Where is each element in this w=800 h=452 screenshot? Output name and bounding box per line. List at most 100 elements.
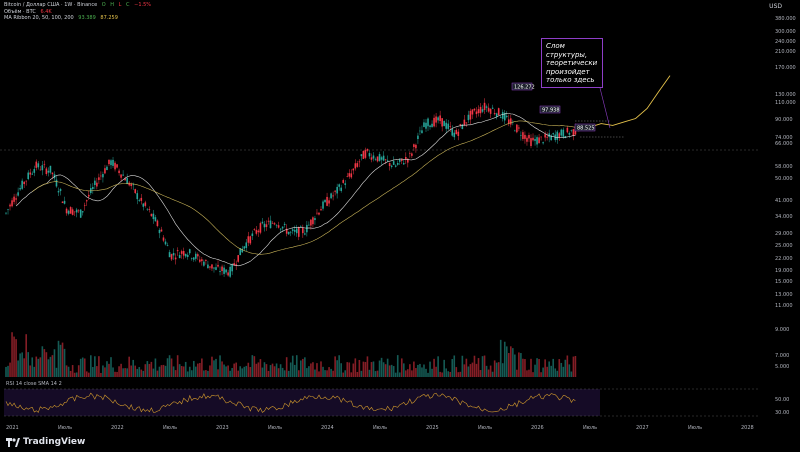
volume-bar	[197, 363, 199, 377]
candle-body	[402, 163, 405, 165]
volume-bar	[83, 358, 86, 377]
candle-body	[267, 220, 270, 222]
candle-body	[85, 200, 88, 202]
candle-body	[501, 112, 504, 119]
volume-bar	[257, 362, 260, 377]
volume-bar	[267, 370, 270, 377]
candle-body	[447, 123, 450, 129]
candle-body	[384, 159, 387, 160]
candle-body	[425, 122, 427, 129]
candle-body	[233, 263, 235, 266]
volume-bar	[461, 355, 464, 377]
candle-body	[19, 188, 21, 190]
volume-bar	[279, 364, 282, 377]
volume-label[interactable]: Объём · BTC	[4, 9, 36, 15]
candle-body	[114, 162, 116, 170]
volume-bar	[102, 365, 104, 377]
candle-body	[273, 223, 276, 225]
ohlc-low: L	[118, 2, 122, 8]
ma-slow-line	[32, 120, 576, 255]
candle-body	[308, 224, 310, 226]
volume-bar	[310, 363, 312, 377]
volume-bar	[370, 362, 373, 377]
volume-bar	[227, 365, 229, 377]
candle-body	[461, 124, 464, 129]
symbol-header: Bitcoin / Доллар США · 1W · Binance O H …	[4, 2, 154, 8]
candle-body	[370, 157, 373, 160]
volume-bar	[92, 367, 94, 377]
candle-body	[41, 165, 44, 171]
candle-body	[524, 134, 526, 139]
currency-selector[interactable]: USD	[769, 3, 782, 10]
volume-bar	[69, 370, 72, 377]
candle-body	[394, 165, 397, 167]
candle-body	[471, 109, 474, 115]
candle-body	[51, 172, 54, 175]
ma-label[interactable]: MA Ribbon 20, 50, 100, 200	[4, 15, 74, 21]
time-tick-label: 2028	[741, 425, 754, 431]
volume-bar	[550, 365, 552, 377]
ma-fast-line	[15, 113, 576, 267]
volume-bar	[21, 352, 23, 377]
volume-bar	[316, 363, 318, 377]
volume-bar	[574, 355, 577, 377]
candle-body	[382, 155, 385, 161]
volume-bar	[31, 357, 34, 377]
candle-body	[102, 174, 104, 178]
volume-bar	[178, 364, 181, 377]
candle-body	[390, 165, 393, 167]
volume-bar	[106, 361, 108, 377]
volume-bar	[180, 366, 183, 377]
candle-body	[439, 115, 441, 122]
candle-body	[279, 228, 282, 230]
candle-body	[199, 259, 201, 262]
candle-body	[445, 122, 447, 129]
candle-body	[245, 242, 248, 248]
candle-body	[188, 249, 191, 254]
volume-bar	[29, 365, 32, 377]
volume-bar	[168, 355, 171, 377]
price-tick-label: 90.000	[775, 117, 793, 123]
volume-bar	[273, 366, 276, 377]
volume-bar	[19, 353, 21, 377]
volume-bar	[413, 361, 415, 377]
volume-bar	[562, 366, 565, 377]
candle-body	[415, 144, 417, 149]
symbol-line[interactable]: Bitcoin / Доллар США · 1W · Binance	[4, 2, 98, 8]
volume-bar	[45, 352, 48, 377]
candle-body	[302, 228, 304, 234]
candle-body	[241, 248, 244, 253]
annotation-pointer	[599, 87, 611, 129]
volume-bar	[530, 358, 532, 377]
volume-bar	[73, 372, 76, 377]
volume-bar	[544, 359, 546, 377]
volume-bar	[501, 363, 504, 377]
candle-body	[128, 182, 130, 186]
candle-body	[126, 177, 128, 185]
volume-bar	[447, 371, 450, 377]
annotation-box[interactable]: Слом структуры, теоретически произойдет …	[541, 38, 603, 88]
candle-body	[289, 231, 292, 233]
volume-bar	[431, 368, 433, 377]
candle-body	[334, 190, 336, 192]
candle-body	[116, 164, 118, 168]
candle-body	[203, 261, 205, 266]
candle-body	[417, 135, 419, 140]
volume-bar	[340, 363, 342, 377]
candle-body	[326, 196, 328, 206]
candle-body	[29, 172, 32, 175]
candle-body	[25, 180, 27, 182]
candle-body	[538, 137, 540, 144]
candle-body	[429, 125, 431, 128]
volume-bar	[128, 356, 130, 377]
volume-bar	[263, 362, 266, 377]
price-tick-label: 74.000	[775, 135, 793, 141]
candle-body	[443, 120, 445, 127]
volume-bar	[332, 370, 334, 377]
volume-bar	[140, 369, 143, 377]
volume-bar	[166, 358, 169, 377]
volume-bar	[59, 344, 62, 377]
candle-body	[316, 212, 318, 214]
time-tick-label: Июль	[373, 425, 387, 431]
